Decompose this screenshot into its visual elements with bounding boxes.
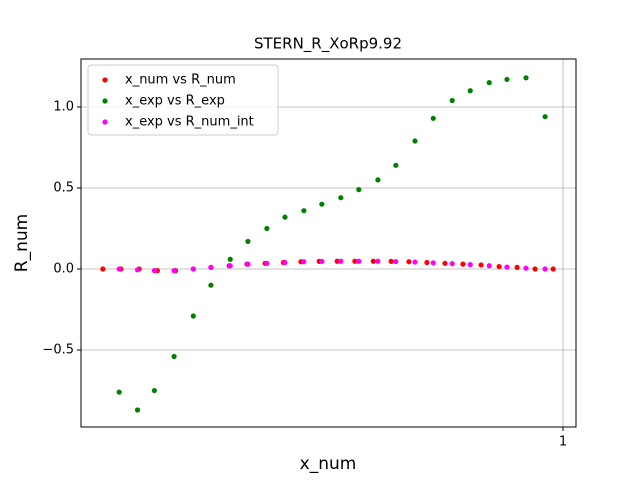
point [208, 264, 214, 270]
point [190, 313, 196, 319]
point [134, 407, 141, 413]
point [227, 256, 233, 262]
point [406, 259, 412, 265]
point [134, 267, 141, 273]
y-axis-label: R_num [12, 214, 32, 272]
legend-marker [102, 119, 108, 125]
point [430, 115, 436, 121]
x-tick-label: 1 [559, 435, 567, 450]
point [542, 114, 548, 120]
point [245, 261, 251, 267]
point [412, 259, 418, 265]
point [523, 75, 529, 81]
point [245, 238, 251, 245]
point [338, 195, 344, 201]
plot-frame [80, 58, 577, 428]
point [442, 260, 448, 266]
point [504, 76, 510, 83]
y-tick-label: 0.0 [53, 262, 74, 277]
point [388, 258, 394, 264]
point [151, 268, 158, 274]
point [375, 177, 381, 183]
legend-label: x_num vs R_num [125, 73, 236, 88]
point [100, 266, 106, 272]
point [542, 266, 548, 272]
point [486, 80, 492, 86]
point [449, 97, 455, 104]
point [352, 258, 358, 264]
point [319, 201, 325, 207]
point [496, 263, 502, 270]
point [478, 262, 484, 268]
point [264, 225, 270, 232]
chart-title: STERN_R_XoRp9.92 [254, 35, 402, 54]
point [356, 258, 362, 264]
point [282, 214, 288, 220]
point [467, 88, 473, 94]
point [504, 264, 510, 270]
y-tick-label: 1.0 [53, 99, 74, 114]
legend-label: x_exp vs R_exp [125, 94, 225, 109]
point [338, 258, 344, 264]
point [430, 260, 436, 266]
point [375, 258, 381, 264]
point [227, 263, 233, 269]
point [171, 268, 177, 274]
point [532, 266, 538, 272]
point [190, 266, 196, 272]
point [467, 262, 473, 268]
legend-marker [102, 77, 108, 83]
point [334, 258, 340, 264]
point [393, 162, 399, 168]
point [523, 265, 529, 271]
point [356, 187, 362, 193]
point [301, 259, 307, 265]
legend-box [87, 64, 279, 136]
legend-marker [102, 98, 108, 104]
point [264, 260, 270, 266]
point [424, 259, 430, 266]
y-tick-label: −0.5 [42, 343, 74, 358]
point [460, 261, 466, 267]
y-tick-label: 0.5 [53, 180, 74, 195]
point [116, 266, 122, 272]
point [514, 264, 520, 270]
point [550, 266, 556, 272]
point [282, 259, 288, 266]
point [171, 353, 177, 360]
x-axis-label: x_num [300, 454, 357, 474]
point [151, 387, 158, 394]
point [301, 208, 307, 214]
legend-label: x_exp vs R_num_int [125, 115, 254, 130]
point [393, 258, 399, 265]
point [449, 261, 455, 267]
point [370, 258, 376, 264]
point [412, 138, 418, 144]
point [116, 389, 122, 395]
point [208, 282, 214, 288]
point [486, 263, 492, 269]
point [319, 258, 325, 264]
